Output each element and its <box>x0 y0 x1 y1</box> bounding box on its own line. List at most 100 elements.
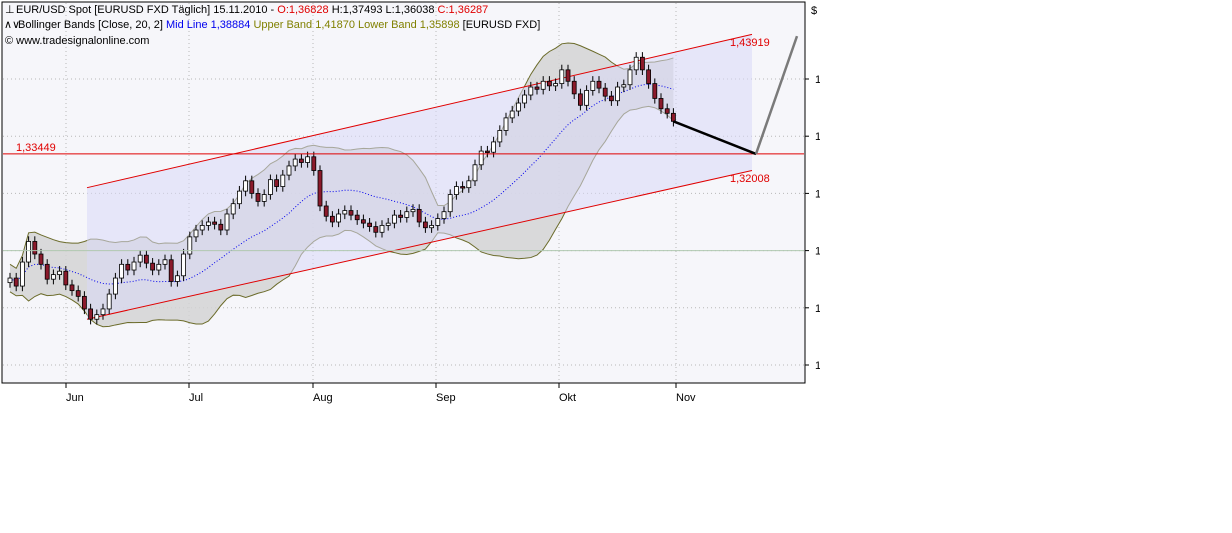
candle-body <box>26 241 32 263</box>
candle-body <box>410 209 416 213</box>
candle-body <box>274 179 280 187</box>
candle-body <box>466 180 472 189</box>
candle-body <box>7 277 13 284</box>
channel-lower-line <box>86 170 753 320</box>
candle-body <box>398 214 404 218</box>
candle-body <box>323 205 329 217</box>
candle-body <box>44 263 50 280</box>
candle-body <box>460 186 466 189</box>
candle-body <box>280 174 286 187</box>
candle-body <box>336 213 342 223</box>
candle-body <box>205 221 211 226</box>
candle-body <box>609 95 614 102</box>
candle-body <box>416 209 422 223</box>
candle-body <box>63 270 69 286</box>
candle-body <box>342 210 348 215</box>
candle-body <box>19 261 25 287</box>
x-axis: Jun Jul Aug Sep Okt Nov <box>65 383 696 404</box>
candle-body <box>193 229 199 238</box>
candle-body <box>88 308 93 320</box>
header-high: H:1,37493 <box>332 4 383 16</box>
candle-body <box>559 69 565 84</box>
y-tick-label: 1,20000 <box>815 303 820 315</box>
projection-up <box>754 35 799 155</box>
candle-body <box>596 80 602 89</box>
candle-body <box>633 56 639 71</box>
candle-body <box>249 180 255 194</box>
candle-body <box>230 203 236 215</box>
candle-body <box>131 261 137 271</box>
chart-icon: ⊥ <box>5 4 15 16</box>
x-tick-label: Jun <box>66 392 84 404</box>
header-close: C:1,36287 <box>438 4 489 16</box>
candle-body <box>168 259 174 282</box>
candle-body <box>100 308 106 316</box>
y-tick-label: 1,30000 <box>815 188 820 200</box>
bollinger-symbol: [EURUSD FXD] <box>463 19 541 31</box>
candle-body <box>671 112 676 122</box>
candle-body <box>212 221 218 225</box>
candle-body <box>181 253 187 277</box>
candle-body <box>422 221 428 229</box>
candle-body <box>602 87 608 97</box>
candle-body <box>658 98 664 110</box>
bollinger-upper: Upper Band 1,41870 <box>253 19 355 31</box>
candle-body <box>379 225 385 233</box>
candle-body <box>503 117 509 131</box>
candle-body <box>94 314 100 320</box>
candle-body <box>652 83 658 99</box>
candle-body <box>615 86 620 102</box>
header-instrument: EUR/USD Spot [EURUSD FXD Täglich] 15.11.… <box>16 4 275 16</box>
candle-body <box>218 223 224 231</box>
copyright-text: © www.tradesignalonline.com <box>5 35 149 47</box>
candle-body <box>348 210 354 216</box>
candle-body <box>298 158 304 163</box>
candle-body <box>516 102 521 112</box>
candle-body <box>143 254 149 264</box>
y-tick-label: 1,35000 <box>815 131 820 143</box>
candle-body <box>391 214 397 224</box>
bollinger-mid-line <box>9 83 674 285</box>
svg-text:EUR/USD Spot [EURUSD FXD Tägl: EUR/USD Spot [EURUSD FXD Täglich] 15.11.… <box>16 4 488 16</box>
candle-body <box>484 150 490 153</box>
x-tick-label: Okt <box>559 392 576 404</box>
candle-body <box>51 274 56 280</box>
label-support: 1,33449 <box>16 142 56 154</box>
candle-body <box>187 236 193 255</box>
candle-body <box>224 213 230 231</box>
candle-body <box>522 94 527 104</box>
candle-body <box>584 90 589 106</box>
candle-body <box>75 290 81 297</box>
y-tick-label: 1,40000 <box>815 74 820 86</box>
candle-body <box>385 222 391 226</box>
candle-body <box>38 253 44 265</box>
candle-body <box>547 80 552 87</box>
candle-body <box>528 86 534 96</box>
candle-body <box>317 170 323 207</box>
candle-body <box>106 293 112 310</box>
x-tick-label: Jul <box>189 392 203 404</box>
y-tick-label: 1,25000 <box>815 246 820 258</box>
candle-body <box>627 69 633 86</box>
candle-body <box>534 86 540 90</box>
candle-body <box>664 108 670 114</box>
candle-body <box>646 69 651 84</box>
header-open: O:1,36828 <box>277 4 328 16</box>
horizontal-levels: 1,43919 1,33449 1,32008 <box>3 37 804 252</box>
label-channel-top: 1,43919 <box>730 37 770 49</box>
candle-body <box>329 215 335 223</box>
bollinger-mid: Mid Line 1,38884 <box>166 19 250 31</box>
candle-body <box>125 263 131 271</box>
candle-body <box>156 263 162 271</box>
y-unit-label: $ <box>811 5 817 17</box>
candle-body <box>305 156 311 163</box>
candle-body <box>286 165 292 176</box>
candle-body <box>261 194 267 202</box>
candle-body <box>255 192 261 202</box>
candle-body <box>292 158 298 167</box>
candle-body <box>429 225 435 229</box>
candle-body <box>571 80 577 95</box>
bollinger-lower: Lower Band 1,35898 <box>358 19 460 31</box>
